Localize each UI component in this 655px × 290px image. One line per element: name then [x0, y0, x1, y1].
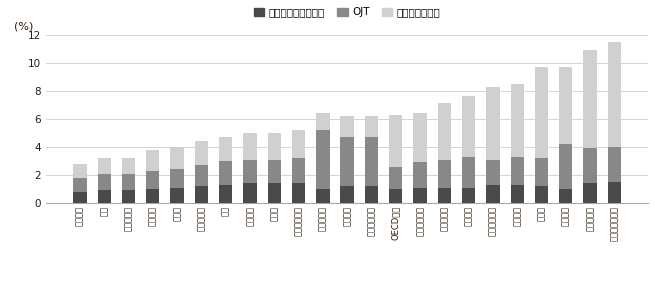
Bar: [584, 50, 597, 148]
Y-axis label: (%): (%): [14, 21, 34, 31]
Bar: [413, 162, 426, 188]
Bar: [170, 188, 184, 203]
Bar: [389, 189, 402, 203]
Bar: [389, 166, 402, 189]
Bar: [292, 130, 305, 158]
Bar: [122, 173, 135, 191]
Bar: [122, 191, 135, 203]
Bar: [219, 137, 233, 161]
Bar: [535, 186, 548, 203]
Bar: [146, 150, 159, 171]
Bar: [73, 192, 86, 203]
Bar: [341, 116, 354, 137]
Bar: [365, 116, 378, 137]
Legend: インフォーマル学習, OJT, フォーマル訓練: インフォーマル学習, OJT, フォーマル訓練: [250, 3, 445, 21]
Bar: [559, 144, 572, 189]
Bar: [462, 157, 476, 188]
Bar: [510, 84, 524, 157]
Bar: [219, 161, 233, 185]
Bar: [170, 147, 184, 169]
Bar: [438, 104, 451, 160]
Bar: [243, 183, 257, 203]
Bar: [438, 188, 451, 203]
Bar: [559, 67, 572, 144]
Bar: [608, 147, 621, 182]
Bar: [510, 185, 524, 203]
Bar: [268, 133, 281, 160]
Bar: [559, 189, 572, 203]
Bar: [462, 97, 476, 157]
Bar: [316, 189, 329, 203]
Bar: [73, 164, 86, 178]
Bar: [413, 188, 426, 203]
Bar: [365, 137, 378, 186]
Bar: [389, 115, 402, 166]
Bar: [98, 158, 111, 173]
Bar: [292, 183, 305, 203]
Bar: [462, 188, 476, 203]
Bar: [584, 148, 597, 183]
Bar: [195, 141, 208, 165]
Bar: [122, 158, 135, 173]
Bar: [438, 160, 451, 188]
Bar: [486, 160, 500, 185]
Bar: [413, 113, 426, 162]
Bar: [195, 165, 208, 186]
Bar: [243, 160, 257, 183]
Bar: [608, 182, 621, 203]
Bar: [98, 173, 111, 191]
Bar: [316, 113, 329, 130]
Bar: [535, 158, 548, 186]
Bar: [341, 137, 354, 186]
Bar: [98, 191, 111, 203]
Bar: [535, 67, 548, 158]
Bar: [146, 189, 159, 203]
Bar: [510, 157, 524, 185]
Bar: [316, 130, 329, 189]
Bar: [608, 42, 621, 147]
Bar: [292, 158, 305, 183]
Bar: [486, 87, 500, 160]
Bar: [268, 183, 281, 203]
Bar: [73, 178, 86, 192]
Bar: [170, 169, 184, 188]
Bar: [268, 160, 281, 183]
Bar: [146, 171, 159, 189]
Bar: [243, 133, 257, 160]
Bar: [584, 183, 597, 203]
Bar: [365, 186, 378, 203]
Bar: [341, 186, 354, 203]
Bar: [195, 186, 208, 203]
Bar: [219, 185, 233, 203]
Bar: [486, 185, 500, 203]
